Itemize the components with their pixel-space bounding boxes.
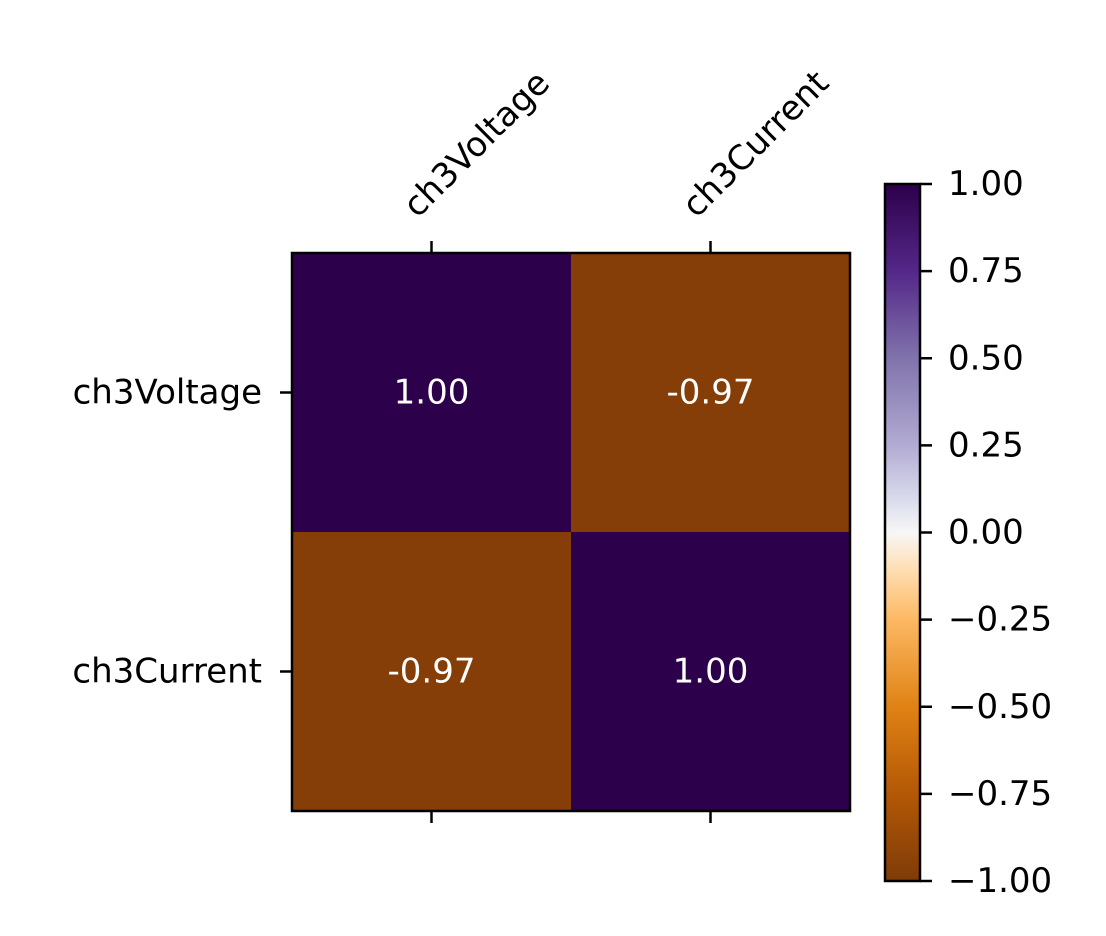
colorbar-tick-label: −1.00	[948, 861, 1052, 901]
row-tick-label: ch3Voltage	[73, 373, 262, 413]
heatmap-cell	[292, 532, 571, 811]
heatmap-cell-labels: 1.00 -0.97 -0.97 1.00	[388, 373, 755, 692]
heatmap-cell-label: -0.97	[388, 652, 476, 692]
colorbar-gradient	[885, 184, 920, 881]
column-tick-label: ch3Voltage	[396, 63, 558, 225]
heatmap-cell	[571, 532, 850, 811]
colorbar-ticks: 1.00 0.75 0.50 0.25 0.00 −0.25 −0.50 −0.75 −1.00	[920, 164, 1052, 901]
heatmap-cell	[292, 253, 571, 532]
heatmap-cell-label: 1.00	[394, 373, 470, 413]
heatmap-cells	[292, 253, 850, 811]
colorbar-tick-label: 0.00	[948, 513, 1024, 553]
colorbar-tick-label: −0.75	[948, 774, 1052, 814]
colorbar: 1.00 0.75 0.50 0.25 0.00 −0.25 −0.50 −0.75 −1.00	[883, 164, 1052, 901]
colorbar-tick-label: −0.50	[948, 687, 1052, 727]
colorbar-tick-label: −0.25	[948, 600, 1052, 640]
row-axis: ch3Voltage ch3Current	[72, 373, 292, 692]
column-tick-label: ch3Current	[675, 63, 837, 225]
colorbar-tick-label: 0.25	[948, 425, 1024, 465]
heatmap-cell-label: -0.97	[667, 373, 755, 413]
row-tick-label: ch3Current	[72, 652, 262, 692]
colorbar-tick-label: 1.00	[948, 164, 1024, 204]
colorbar-tick-label: 0.75	[948, 251, 1024, 291]
colorbar-tick-label: 0.50	[948, 338, 1024, 378]
heatmap-cell-label: 1.00	[673, 652, 749, 692]
heatmap-cell	[571, 253, 850, 532]
heatmap-frame	[290, 251, 852, 813]
